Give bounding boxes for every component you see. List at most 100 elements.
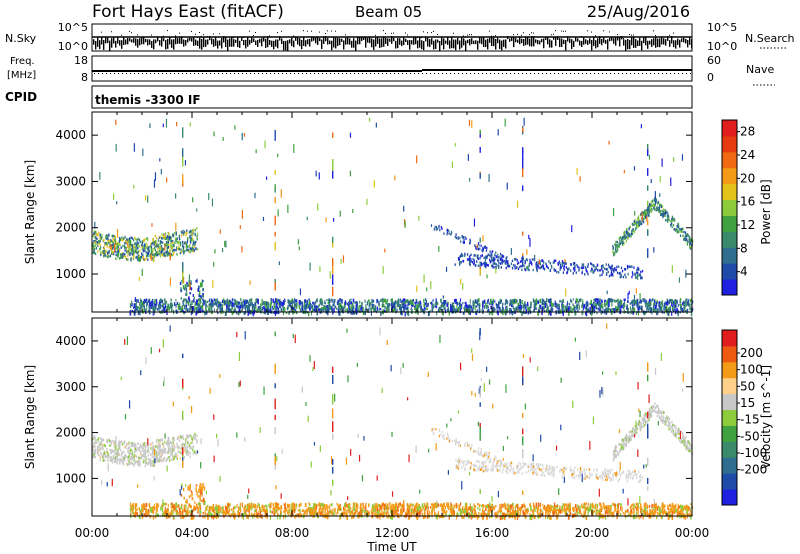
echo-point <box>598 300 601 304</box>
echo-point <box>612 274 614 277</box>
echo-point <box>488 310 491 315</box>
echo-point <box>267 302 270 305</box>
echo-point <box>113 193 115 200</box>
echo-point <box>476 256 479 260</box>
echo-point <box>141 245 143 249</box>
nave-point <box>138 73 139 74</box>
echo-point <box>558 306 560 312</box>
echo-point <box>448 232 450 235</box>
echo-point <box>158 439 160 442</box>
echo-point <box>205 303 207 307</box>
echo-point <box>324 305 327 310</box>
echo-point <box>494 308 496 311</box>
echo-point <box>160 244 163 248</box>
echo-point <box>602 264 604 267</box>
echo-point <box>533 258 535 261</box>
echo-point <box>254 304 257 309</box>
echo-point <box>167 251 169 255</box>
nsky-bar <box>179 37 181 44</box>
echo-point <box>133 245 135 248</box>
echo-point <box>144 461 146 464</box>
nsky-bar <box>269 39 271 45</box>
echo-point <box>159 251 161 254</box>
echo-point <box>264 140 266 149</box>
echo-point <box>334 299 336 303</box>
echo-point <box>250 298 253 303</box>
echo-point <box>678 277 681 283</box>
echo-point <box>108 233 110 237</box>
echo-streak <box>182 174 184 184</box>
echo-point <box>104 452 106 455</box>
echo-point <box>404 306 407 309</box>
echo-point <box>548 298 550 303</box>
echo-point <box>670 219 672 223</box>
echo-point <box>402 298 405 302</box>
echo-point <box>637 306 639 309</box>
echo-point <box>92 437 94 441</box>
echo-point <box>183 456 186 459</box>
echo-point <box>311 306 314 312</box>
echo-point <box>138 257 141 260</box>
echo-point <box>605 267 607 271</box>
echo-point <box>183 298 185 303</box>
echo-point <box>668 306 670 311</box>
echo-point <box>477 264 480 267</box>
echo-point <box>169 441 171 444</box>
nsearch-point <box>669 34 670 36</box>
echo-point <box>634 210 636 216</box>
echo-streak <box>274 231 276 237</box>
nave-point <box>502 73 503 74</box>
echo-point <box>201 309 204 312</box>
echo-point <box>115 245 117 249</box>
echo-point <box>105 250 107 253</box>
echo-point <box>462 259 465 263</box>
echo-point <box>612 250 614 254</box>
echo-point <box>391 298 393 303</box>
echo-point <box>139 460 141 463</box>
nsky-bar <box>277 39 279 49</box>
echo-point <box>168 243 170 247</box>
echo-point <box>117 256 119 259</box>
echo-point <box>102 250 104 253</box>
echo-point <box>688 240 690 244</box>
echo-point <box>120 454 123 457</box>
echo-point <box>458 306 460 309</box>
nsky-bar <box>327 38 329 45</box>
nave-point <box>114 73 115 74</box>
echo-point <box>468 119 471 126</box>
echo-point <box>591 268 594 271</box>
echo-point <box>188 296 190 300</box>
echo-point <box>141 243 143 247</box>
nsky-bar <box>615 37 617 46</box>
echo-point <box>136 460 139 464</box>
echo-point <box>645 214 648 217</box>
echo-point <box>400 300 402 304</box>
echo-point <box>137 446 139 450</box>
echo-point <box>192 434 195 438</box>
echo-point <box>677 303 679 308</box>
echo-point <box>664 301 666 304</box>
echo-point <box>488 173 490 182</box>
echo-point <box>632 311 635 315</box>
nsearch-point <box>617 34 618 36</box>
echo-streak <box>332 236 334 248</box>
echo-point <box>195 452 197 455</box>
echo-point <box>169 459 171 462</box>
echo-point <box>115 445 117 448</box>
echo-point <box>368 117 371 122</box>
echo-point <box>219 302 221 306</box>
echo-point <box>244 305 246 310</box>
nsky-bar <box>241 37 243 41</box>
echo-point <box>93 453 95 457</box>
echo-point <box>136 239 138 242</box>
nsky-bar <box>609 37 611 42</box>
echo-point <box>190 434 192 438</box>
echo-point <box>159 245 161 249</box>
echo-point <box>415 304 418 307</box>
echo-streak <box>647 200 649 207</box>
echo-point <box>108 241 110 245</box>
echo-point <box>270 306 272 310</box>
echo-point <box>92 244 94 247</box>
echo-point <box>622 305 625 309</box>
echo-point <box>147 249 149 252</box>
